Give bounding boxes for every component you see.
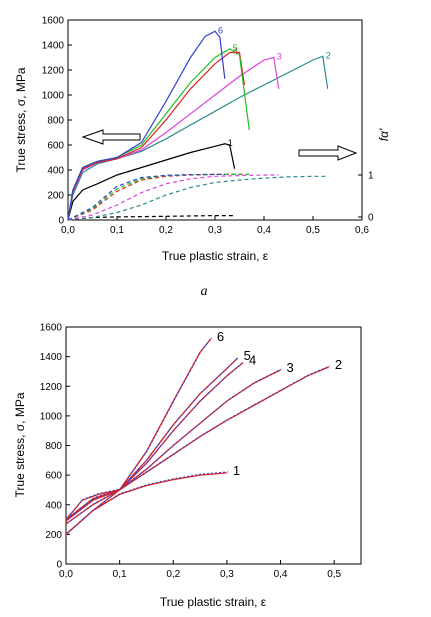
- chart-a-y-axis-label: True stress, σ, MPa: [14, 67, 28, 172]
- y-tick-label: 1200: [42, 66, 65, 77]
- y-tick-label: 600: [45, 471, 62, 482]
- fit-line-2: [66, 365, 330, 534]
- chart-b-curve-labels: 1 2 3 45 6: [217, 329, 342, 478]
- y-tick-label: 1200: [40, 382, 63, 393]
- x-tick-label: 0,0: [61, 225, 75, 236]
- chart-a-curve-labels: 1 2 3 456: [218, 25, 331, 148]
- series-line-2: [67, 55, 329, 221]
- chart-b-x-axis-label: True plastic strain, ε: [160, 595, 267, 609]
- y-tick-label: 1400: [40, 352, 63, 363]
- chart-a-x-axis-label: True plastic strain, ε: [162, 249, 269, 263]
- chart-a-x-ticks: 0,0 0,1 0,2 0,3 0,4 0,5 0,6: [61, 216, 369, 236]
- chart-b-x-ticks: 0,0 0,1 0,2 0,3 0,4 0,5: [59, 560, 342, 580]
- x-tick-label: 0,2: [159, 225, 173, 236]
- y2-tick-label: 1: [368, 171, 374, 182]
- fit-line-1: [66, 471, 228, 534]
- chart-a-y2-axis-label: fα': [377, 128, 391, 141]
- curve-label: 6: [218, 25, 223, 35]
- series-line-4-f-: [67, 173, 245, 221]
- curve-label: 3: [287, 360, 294, 375]
- y-tick-label: 1000: [40, 411, 63, 422]
- curve-label: 3: [277, 52, 282, 62]
- x-tick-label: 0,3: [220, 569, 234, 580]
- series-line-2: [65, 366, 330, 535]
- fit-line-4: [66, 361, 245, 521]
- series-line-1: [65, 472, 227, 535]
- y-tick-label: 1600: [40, 323, 63, 334]
- chart-a: 0,0 0,1 0,2 0,3 0,4 0,5 0,6 0 200 400 600 800 1000 1…: [14, 16, 391, 300]
- y-tick-label: 800: [47, 116, 64, 127]
- series-line-3: [65, 369, 281, 525]
- curve-label: 4: [233, 47, 238, 57]
- chart-b-series: [65, 337, 330, 535]
- y-tick-label: 200: [47, 191, 64, 202]
- chart-a-y2-ticks: 01: [358, 171, 374, 224]
- curve-label: 6: [217, 329, 224, 344]
- series-line-6-f-: [67, 173, 225, 221]
- chart-b-plot-frame: [65, 326, 362, 565]
- series-line-6: [65, 338, 212, 521]
- series-line-5: [65, 357, 239, 521]
- y-tick-label: 0: [56, 560, 62, 571]
- y-tick-label: 200: [45, 530, 62, 541]
- chart-b-y-axis-label: True stress, σ, MPa: [13, 392, 27, 497]
- chart-b: 0,0 0,1 0,2 0,3 0,4 0,5 0 200 400 600 800 1000 1200…: [13, 323, 362, 609]
- series-line-1: [67, 143, 236, 221]
- series-line-3-f-: [67, 174, 279, 221]
- x-tick-label: 0,6: [355, 225, 369, 236]
- x-tick-label: 0,5: [327, 569, 341, 580]
- fit-line-3: [66, 368, 282, 524]
- x-tick-label: 0,4: [274, 569, 288, 580]
- x-tick-label: 0,5: [306, 225, 320, 236]
- fit-line-6: [66, 337, 213, 519]
- curve-label: 1: [233, 463, 240, 478]
- x-tick-label: 0,4: [257, 225, 271, 236]
- y-tick-label: 600: [47, 141, 64, 152]
- chart-b-y-ticks: 0 200 400 600 800 1000 1200 1400 1600: [40, 323, 70, 571]
- y-tick-label: 400: [47, 166, 64, 177]
- x-tick-label: 0,2: [166, 569, 180, 580]
- curve-label: 5: [244, 348, 251, 363]
- x-tick-label: 0,1: [110, 225, 124, 236]
- x-tick-label: 0,1: [113, 569, 127, 580]
- right-arrow-icon: [298, 145, 358, 161]
- series-line-1-f-: [67, 215, 235, 221]
- y-tick-label: 1000: [42, 91, 65, 102]
- y-tick-label: 400: [45, 500, 62, 511]
- chart-a-series: [67, 30, 329, 221]
- curve-label: 5: [233, 43, 238, 53]
- series-line-6: [67, 30, 226, 221]
- chart-a-plot-frame: [67, 19, 363, 221]
- curve-label: 2: [326, 50, 331, 60]
- curve-label: 1: [228, 138, 233, 148]
- y2-tick-label: 0: [368, 213, 374, 224]
- fit-line-5: [66, 356, 239, 519]
- chart-a-y-ticks: 0 200 400 600 800 1000 1200 1400 1600: [42, 16, 72, 227]
- y-tick-label: 0: [58, 216, 64, 227]
- y-tick-label: 1400: [42, 41, 65, 52]
- series-line-2-f-: [67, 175, 328, 221]
- y-tick-label: 800: [45, 441, 62, 452]
- curve-label: 4: [249, 353, 256, 368]
- series-line-5-f-: [67, 173, 250, 221]
- series-line-4: [65, 362, 244, 522]
- left-arrow-icon: [81, 129, 141, 145]
- panel-a-label: a: [201, 284, 208, 299]
- x-tick-label: 0,0: [59, 569, 73, 580]
- x-tick-label: 0,3: [208, 225, 222, 236]
- curve-label: 2: [335, 357, 342, 372]
- y-tick-label: 1600: [42, 16, 65, 27]
